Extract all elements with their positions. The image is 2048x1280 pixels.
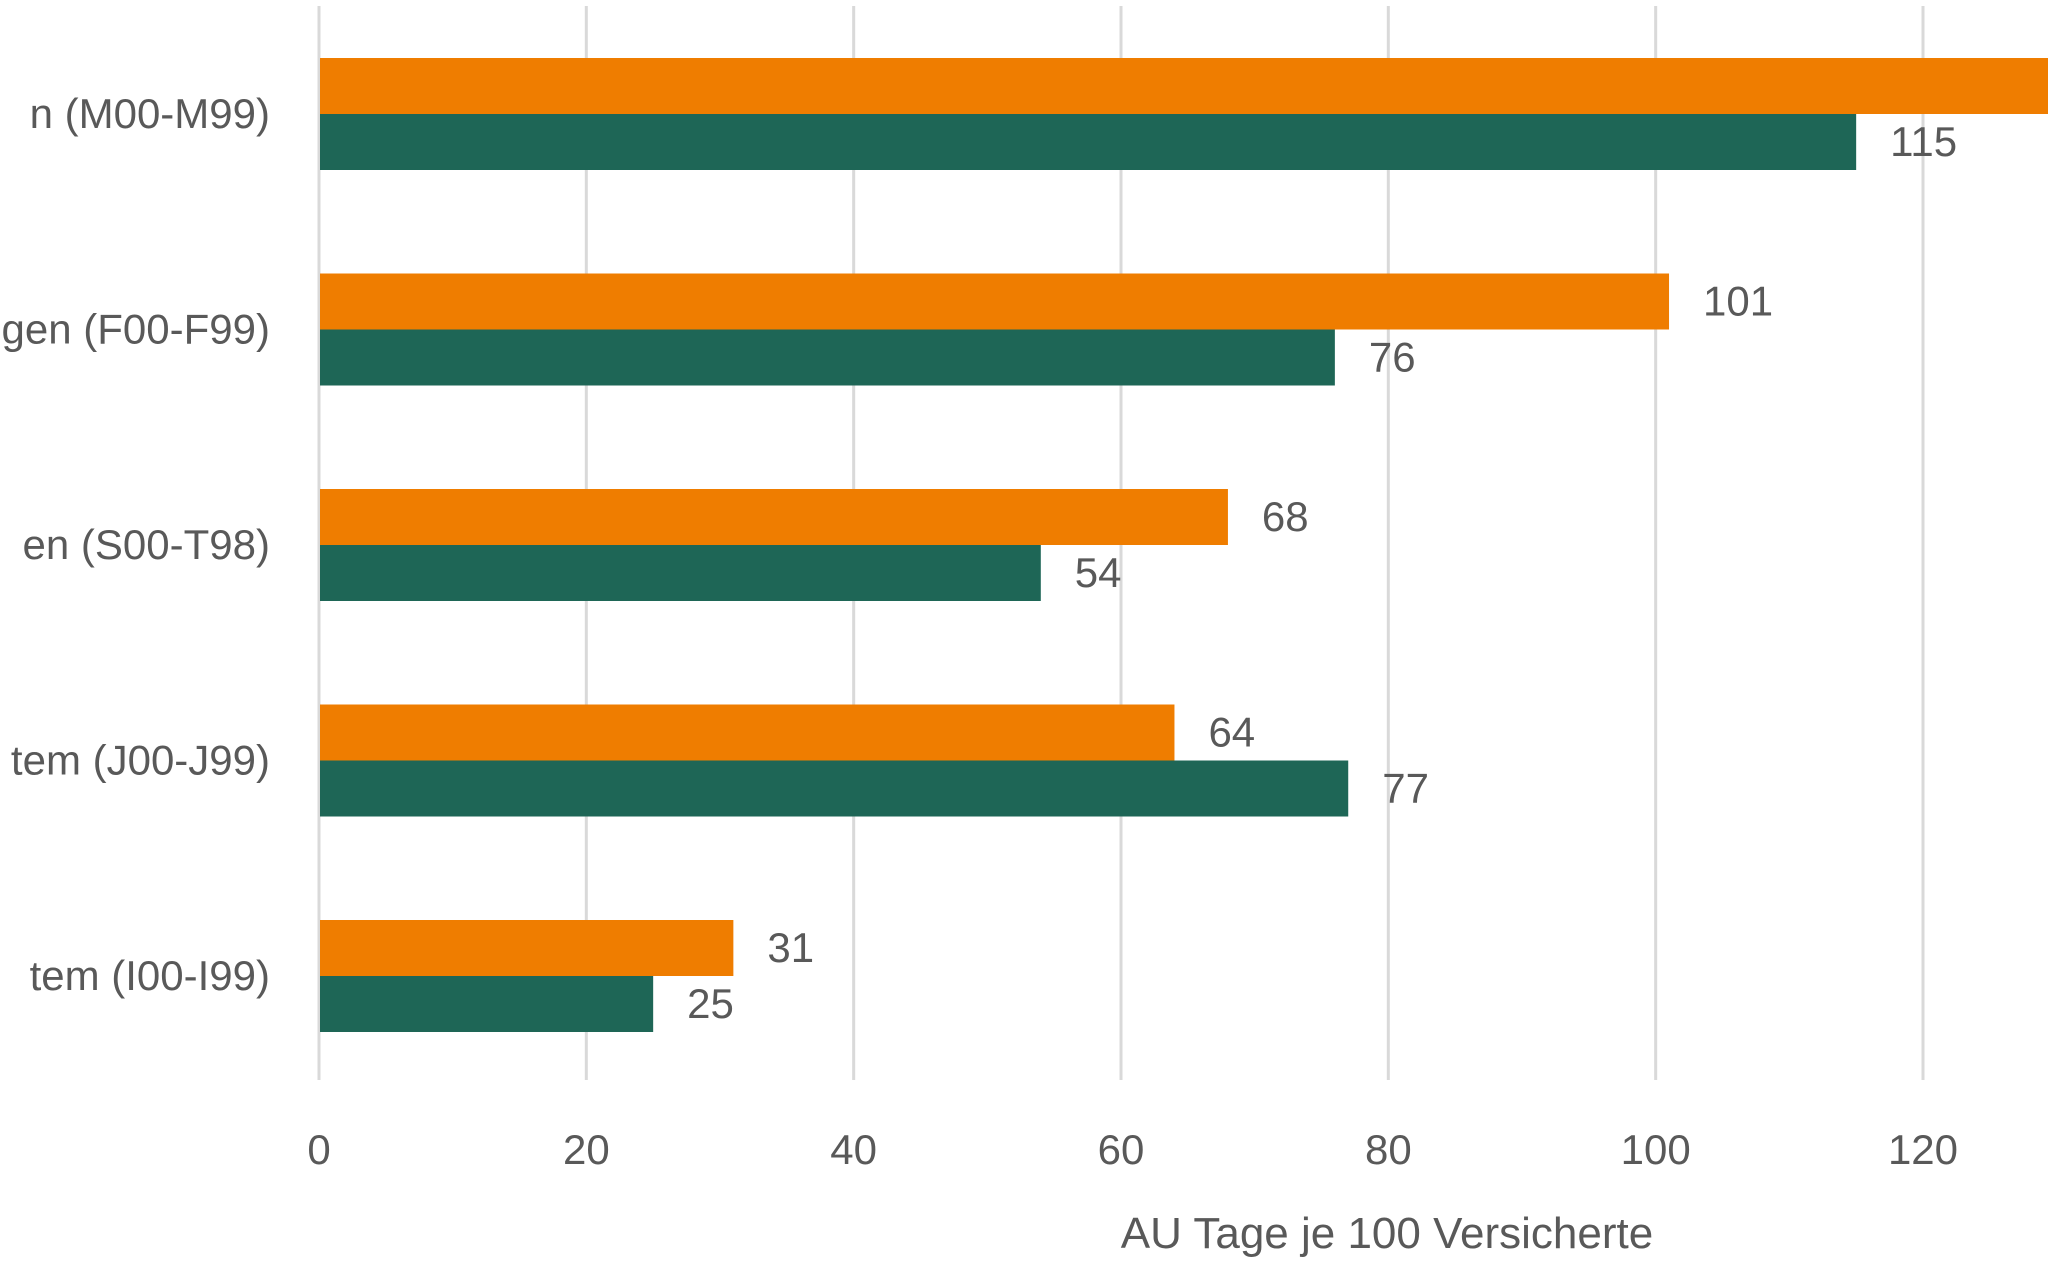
data-label: 68 [1262,493,1309,540]
x-tick-label: 100 [1621,1126,1691,1173]
x-tick-label: 20 [563,1126,610,1173]
x-tick-label: 120 [1888,1126,1958,1173]
x-tick-labels: 0 20 40 60 80 100 120 [307,1126,1958,1173]
category-label: en (S00-T98) [23,521,270,568]
category-label: tem (I00-I99) [30,952,270,999]
data-label: 77 [1382,765,1429,812]
data-label: 54 [1075,549,1122,596]
data-label: 101 [1703,278,1773,325]
bar-series-2 [320,329,1335,386]
x-axis-title: AU Tage je 100 Versicherte [1121,1209,1653,1258]
category-label: n (M00-M99) [30,90,270,137]
category-label: gen (F00-F99) [2,306,270,353]
category-labels: n (M00-M99) gen (F00-F99) en (S00-T98) tem … [2,90,270,999]
bar-series-1 [320,704,1175,761]
data-labels: 13011510176685464773125 [687,118,1957,1027]
bar-series-1 [320,489,1228,545]
bar-series-1 [320,273,1670,330]
x-tick-label: 80 [1365,1126,1412,1173]
x-tick-label: 0 [307,1126,330,1173]
category-label: tem (J00-J99) [11,737,270,784]
bar-series-2 [320,760,1349,817]
bar-series-1 [320,920,734,976]
data-label: 31 [767,924,814,971]
x-tick-label: 60 [1098,1126,1145,1173]
data-label: 64 [1208,709,1255,756]
bars [320,58,2048,1032]
bar-series-2 [320,114,1857,170]
x-tick-label: 40 [830,1126,877,1173]
bar-series-2 [320,976,654,1032]
bar-series-2 [320,545,1041,601]
data-label: 76 [1369,334,1416,381]
data-label: 25 [687,980,734,1027]
bar-series-1 [320,58,2048,114]
data-label: 115 [1890,118,1957,165]
